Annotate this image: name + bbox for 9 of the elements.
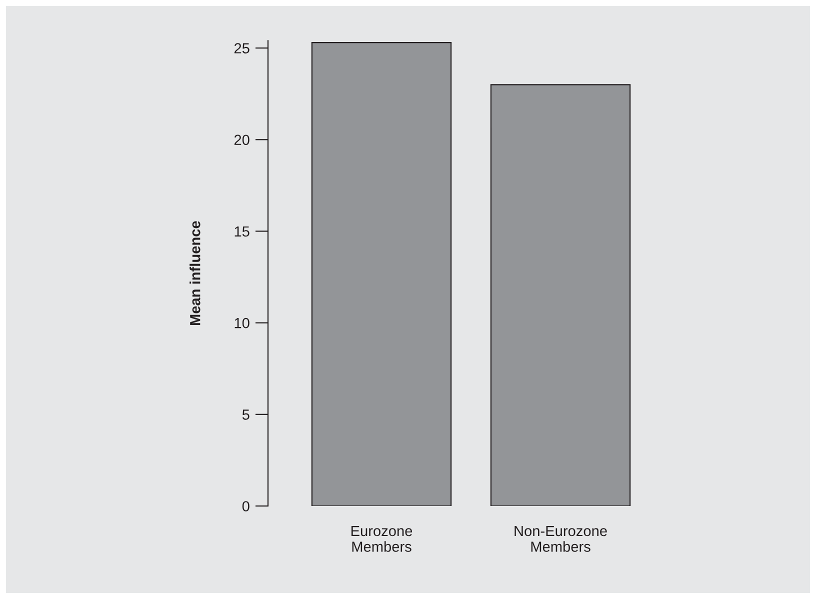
y-axis-title: Mean influence	[190, 221, 200, 326]
x-tick-label: Eurozone Members	[351, 526, 412, 552]
y-tick-label: 0	[242, 501, 250, 512]
y-tick-label: 25	[234, 43, 250, 54]
x-tick-label: Non-Eurozone Members	[514, 526, 607, 552]
y-tick-label: 5	[242, 410, 250, 420]
y-tick-label: 10	[234, 318, 250, 328]
y-tick-label: 20	[234, 134, 250, 146]
y-tick-label: 15	[234, 226, 250, 237]
